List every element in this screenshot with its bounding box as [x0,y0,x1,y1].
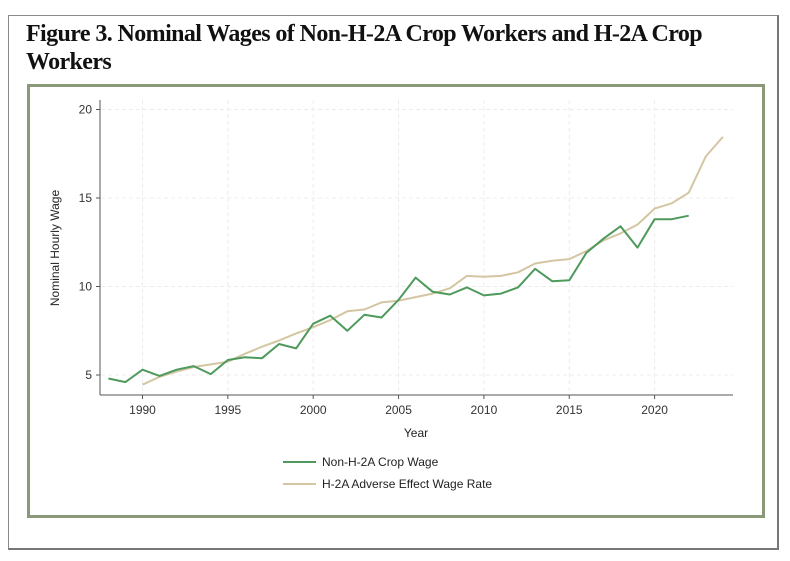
series-line [142,136,724,386]
y-tick-label: 15 [79,191,93,205]
y-axis-label: Nominal Hourly Wage [48,190,62,307]
legend-label: H-2A Adverse Effect Wage Rate [322,477,492,491]
chart-frame [27,84,765,518]
y-tick-label: 10 [79,280,93,294]
axes: 1990 1995 2000 2005 2010 2015 2020 5 10 15 20 [79,100,733,417]
x-tick-label: 1990 [129,403,156,417]
series-lines [108,136,724,386]
x-tick-label: 2015 [556,403,583,417]
x-tick-label: 2000 [300,403,327,417]
x-tick-label: 2010 [471,403,498,417]
legend-label: Non-H-2A Crop Wage [322,455,439,469]
x-axis-label: Year [404,426,428,440]
series-line [108,214,689,384]
figure-title: Figure 3. Nominal Wages of Non-H-2A Crop… [26,21,703,75]
y-tick-label: 20 [79,103,93,117]
grid [101,100,733,393]
legend: Non-H-2A Crop Wage H-2A Adverse Effect Wa… [283,455,492,491]
y-tick-label: 5 [85,368,92,382]
x-tick-label: 2005 [385,403,412,417]
figure-border [8,15,779,550]
x-tick-label: 1995 [214,403,241,417]
x-tick-label: 2020 [641,403,668,417]
